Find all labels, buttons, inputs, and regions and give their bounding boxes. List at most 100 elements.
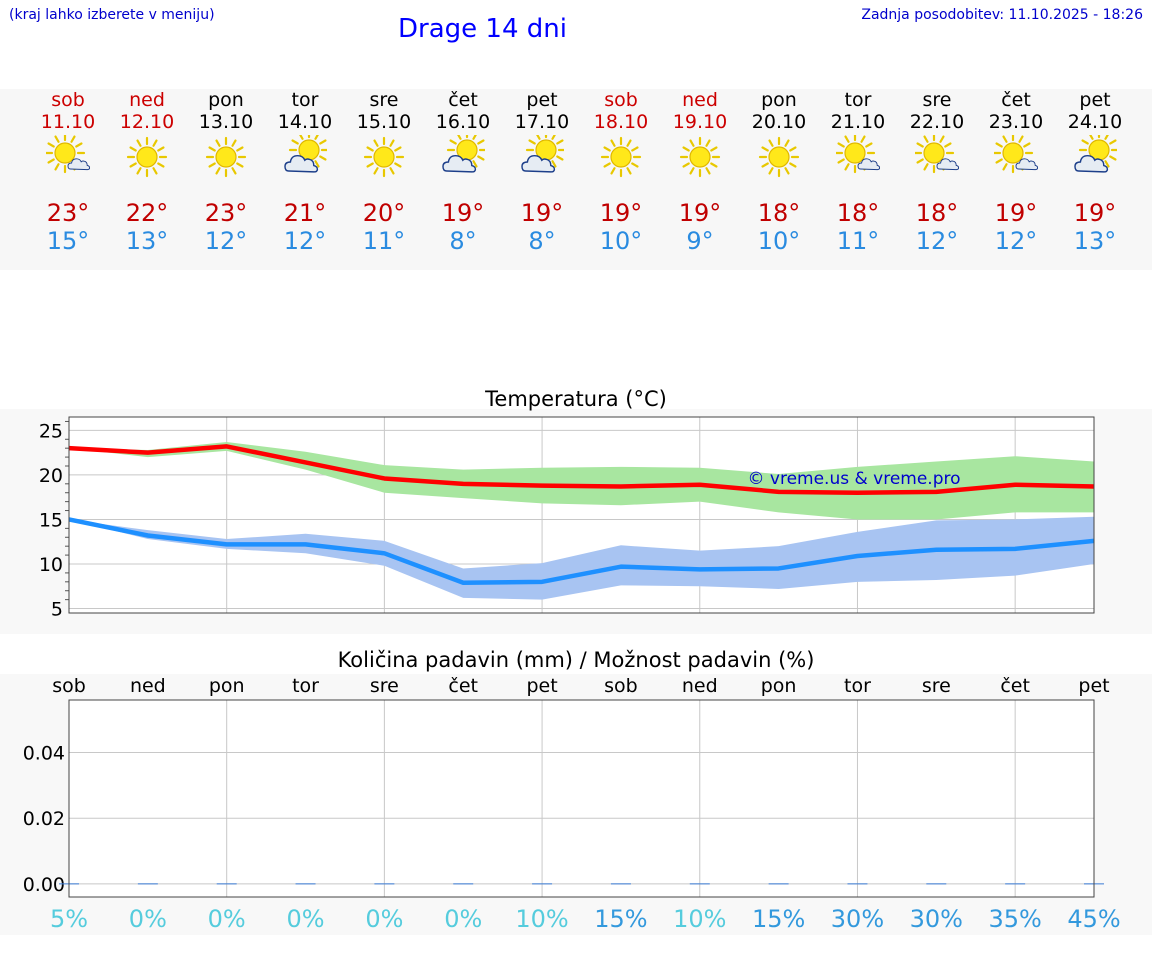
day-date: 14.10 <box>277 111 333 133</box>
precip-chance: 0% <box>365 905 403 933</box>
cloud-sun-icon <box>442 129 488 173</box>
weather-icon-wrap <box>283 129 330 179</box>
day-name: sre <box>922 89 952 111</box>
precip-bar <box>532 883 553 885</box>
temp-max: 19° <box>441 199 485 227</box>
day-date: 24.10 <box>1067 111 1123 133</box>
cloud-shape <box>521 154 556 173</box>
sun-shape <box>446 129 488 171</box>
precip-bar <box>768 883 789 885</box>
precip-chance: 5% <box>50 905 88 933</box>
cloud-shape <box>284 154 319 173</box>
temp-min: 8° <box>449 227 477 255</box>
sun-icon <box>758 136 800 178</box>
precip-bar <box>137 883 158 885</box>
day-name: čet <box>448 89 478 111</box>
cloud-shape <box>442 154 477 173</box>
temp-min: 9° <box>686 227 714 255</box>
page-title: Drage 14 dni <box>398 14 567 44</box>
day-date: 17.10 <box>514 111 570 133</box>
day-date: 20.10 <box>751 111 807 133</box>
day-label: sob <box>52 675 86 697</box>
temp-max: 18° <box>915 199 959 227</box>
temp-min: 13° <box>1073 227 1117 255</box>
precip-bar <box>610 883 631 885</box>
sun-partly-cloudy-icon <box>834 132 881 174</box>
day-label: sre <box>922 675 951 697</box>
precip-chance: 0% <box>286 905 324 933</box>
temp-min: 11° <box>836 227 880 255</box>
day-name: pet <box>526 89 558 111</box>
precipitation-chart-title: Količina padavin (mm) / Možnost padavin … <box>337 648 815 672</box>
day-date: 15.10 <box>356 111 412 133</box>
min-temp-range <box>69 516 1094 600</box>
sun-shape <box>679 136 721 178</box>
precip-chance: 0% <box>444 905 482 933</box>
day-label: pet <box>1078 675 1109 697</box>
temp-max: 18° <box>757 199 801 227</box>
temp-max: 23° <box>204 199 248 227</box>
day-name: sob <box>604 89 638 111</box>
plot-area <box>69 700 1094 897</box>
weather-icon-wrap <box>599 135 643 179</box>
day-name: sob <box>51 89 85 111</box>
day-label: čet <box>1000 675 1030 697</box>
precip-chance: 30% <box>831 905 884 933</box>
y-tick-label: 20 <box>39 465 63 487</box>
cloud-shape <box>67 158 91 171</box>
temperature-chart: 5 10 15 20 25 © vreme.us & vreme.pro <box>39 416 1095 621</box>
temp-min: 12° <box>204 227 248 255</box>
day-label: sob <box>604 675 638 697</box>
temp-max: 19° <box>678 199 722 227</box>
day-label: čet <box>448 675 478 697</box>
weather-icon-wrap <box>520 129 567 179</box>
sun-icon <box>600 136 642 178</box>
y-tick-label: 0.02 <box>23 808 65 830</box>
temp-min: 15° <box>46 227 90 255</box>
plot-frame <box>68 416 1095 614</box>
weather-icon-wrap <box>678 135 722 179</box>
day-label: pet <box>526 675 557 697</box>
location-hint: (kraj lahko izberete v meniju) <box>9 7 215 23</box>
day-date: 16.10 <box>435 111 491 133</box>
cloud-sun-icon <box>284 129 330 173</box>
sun-partly-cloudy-icon <box>992 132 1039 174</box>
watermark: © vreme.us & vreme.pro <box>747 469 960 489</box>
cloud-shape <box>1015 158 1039 171</box>
min-temp-line <box>68 517 1095 585</box>
temp-min: 13° <box>125 227 169 255</box>
temperature-chart-title: Temperatura (°C) <box>485 387 667 411</box>
temp-max: 19° <box>1073 199 1117 227</box>
cloud-sun-icon <box>521 129 567 173</box>
temp-max: 21° <box>283 199 327 227</box>
precip-bar <box>295 883 316 885</box>
precip-chance: 15% <box>594 905 647 933</box>
day-date: 19.10 <box>672 111 728 133</box>
precip-chance: 30% <box>910 905 963 933</box>
temp-min: 12° <box>994 227 1038 255</box>
day-label: ned <box>682 675 718 697</box>
day-name: ned <box>129 89 165 111</box>
temp-min: 12° <box>915 227 959 255</box>
day-name: pon <box>208 89 244 111</box>
weather-icon-wrap <box>441 129 488 179</box>
precip-bar <box>1005 883 1026 885</box>
temp-max: 19° <box>520 199 564 227</box>
weather-icon-wrap <box>125 135 169 179</box>
temp-min: 12° <box>283 227 327 255</box>
temp-max: 22° <box>125 199 169 227</box>
day-date: 21.10 <box>830 111 886 133</box>
precip-chance: 45% <box>1067 905 1120 933</box>
precip-chance: 15% <box>752 905 805 933</box>
day-name: čet <box>1001 89 1031 111</box>
sun-partly-cloudy-icon <box>913 132 960 174</box>
precip-chance: 0% <box>129 905 167 933</box>
weather-icon-wrap <box>757 135 801 179</box>
sun-shape <box>758 136 800 178</box>
sun-icon <box>679 136 721 178</box>
temp-min: 10° <box>599 227 643 255</box>
day-date: 22.10 <box>909 111 965 133</box>
y-tick-label: 25 <box>39 420 63 442</box>
weather-icon-wrap <box>362 135 406 179</box>
cloud-shape <box>857 158 881 171</box>
